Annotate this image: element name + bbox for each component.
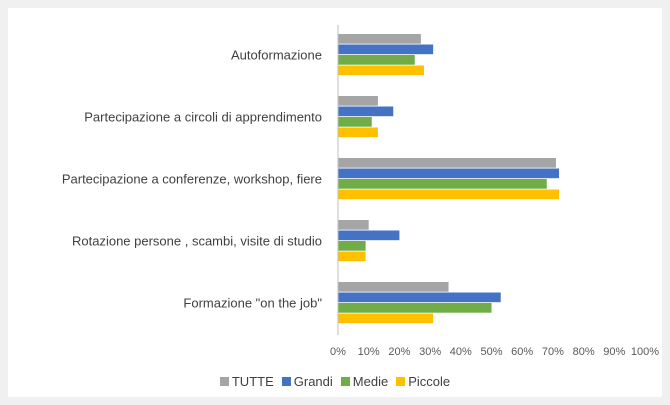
- category-text: Partecipazione a conferenze, workshop, f…: [61, 171, 322, 187]
- legend-swatch: [396, 377, 406, 386]
- chart-panel: [8, 8, 662, 397]
- category-text: Rotazione persone , scambi, visite di st…: [71, 233, 322, 249]
- x-tick-label: 10%: [358, 346, 380, 358]
- legend-label: Medie: [352, 374, 389, 389]
- legend: TUTTE Grandi Medie Piccole: [0, 374, 670, 389]
- legend-swatch: [281, 377, 291, 386]
- bar: [338, 303, 492, 313]
- x-tick-label: 0%: [330, 346, 346, 358]
- legend-label: Grandi: [293, 374, 333, 389]
- legend-item: Grandi: [281, 374, 333, 389]
- bar: [338, 55, 415, 65]
- category-label: Partecipazione a conferenze, workshop, f…: [12, 170, 322, 189]
- bar: [338, 106, 394, 117]
- category-text: Autoformazione: [230, 47, 322, 63]
- x-tick-label: 70%: [542, 346, 564, 358]
- bar: [338, 241, 366, 251]
- bar: [338, 117, 372, 127]
- category-label: Formazione "on the job": [12, 294, 322, 313]
- bar: [338, 220, 369, 230]
- category-text: Partecipazione a circoli di apprendiment…: [84, 109, 322, 125]
- x-tick-label: 50%: [480, 346, 502, 358]
- category-label: Rotazione persone , scambi, visite di st…: [12, 232, 322, 251]
- x-tick-label: 100%: [631, 346, 659, 358]
- bar: [338, 230, 400, 241]
- bar: [338, 96, 378, 106]
- bar: [338, 189, 560, 200]
- category-label: Autoformazione: [12, 46, 322, 65]
- bar: [338, 313, 434, 324]
- bar: [338, 44, 434, 55]
- bar: [338, 65, 424, 76]
- legend-label: Piccole: [408, 374, 451, 389]
- legend-swatch: [340, 377, 350, 386]
- x-tick-label: 40%: [450, 346, 472, 358]
- x-tick-label: 80%: [573, 346, 595, 358]
- bar: [338, 168, 560, 179]
- category-label: Partecipazione a circoli di apprendiment…: [12, 108, 322, 127]
- x-tick-label: 90%: [603, 346, 625, 358]
- bar: [338, 282, 449, 292]
- legend-item: Piccole: [396, 374, 450, 389]
- bar: [338, 127, 378, 138]
- bar: [338, 179, 547, 189]
- legend-swatch: [219, 377, 229, 386]
- legend-label: TUTTE: [231, 374, 274, 389]
- x-tick-label: 30%: [419, 346, 441, 358]
- bar: [338, 251, 366, 262]
- category-text: Formazione "on the job": [183, 295, 322, 311]
- bar: [338, 34, 421, 44]
- bar: [338, 292, 501, 303]
- legend-item: TUTTE: [219, 374, 274, 389]
- x-tick-label: 60%: [511, 346, 533, 358]
- x-tick-label: 20%: [388, 346, 410, 358]
- legend-item: Medie: [340, 374, 389, 389]
- bar: [338, 158, 556, 168]
